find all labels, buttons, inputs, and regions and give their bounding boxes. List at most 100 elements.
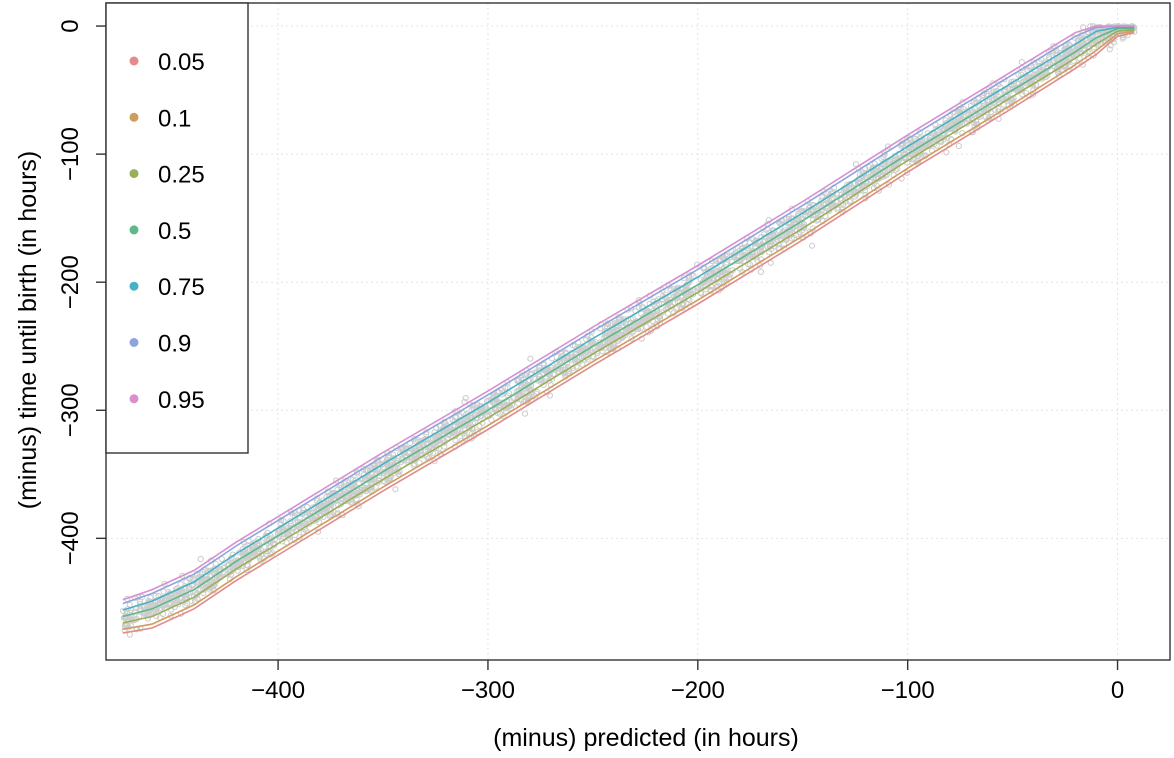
legend-label-0.1: 0.1 [158, 105, 191, 132]
scatter-point [197, 586, 204, 593]
x-tick-label: −100 [881, 677, 935, 704]
scatter-point [152, 592, 159, 600]
series-line-0.75 [122, 26, 1135, 611]
scatter-point [1101, 39, 1109, 47]
scatter-point [494, 389, 501, 396]
scatter-point [1036, 63, 1043, 70]
scatter-point [206, 580, 213, 587]
scatter-point [524, 390, 531, 397]
scatter-point [864, 182, 871, 189]
scatter-point [657, 315, 664, 322]
scatter-point [546, 392, 554, 399]
scatter-point [515, 400, 522, 407]
scatter-point [667, 286, 674, 293]
scatter-point [177, 581, 184, 588]
scatter-point [731, 251, 738, 258]
scatter-point [334, 511, 341, 518]
scatter-point [527, 355, 534, 362]
legend-swatch-0.5 [129, 225, 139, 235]
legend-swatch-0.25 [129, 169, 139, 179]
scatter-point [622, 331, 629, 339]
scatter-point [411, 446, 419, 453]
scatter-point [946, 118, 953, 125]
scatter-point [1065, 41, 1072, 48]
scatter-point [243, 566, 250, 574]
x-tick-label: −400 [251, 677, 305, 704]
scatter-point [816, 214, 823, 221]
scatter-point [1064, 59, 1072, 66]
legend-swatch-0.9 [129, 338, 139, 347]
series-line-0.9 [122, 25, 1135, 605]
scatter-point [436, 435, 443, 442]
scatter-point [1019, 91, 1026, 98]
series-line-0.1 [122, 30, 1135, 631]
scatter-point [1119, 35, 1126, 42]
scatter-point [161, 580, 168, 587]
scatter-point [167, 612, 174, 619]
scatter-point [904, 169, 911, 176]
scatter-point [360, 465, 367, 473]
legend: 0.05 0.1 0.25 0.5 0.75 0.9 0.95 [105, 2, 249, 454]
scatter-point [267, 544, 274, 551]
scatter-point [944, 126, 952, 133]
scatter-point [935, 131, 942, 138]
scatter-point [1030, 87, 1037, 94]
scatter-point [497, 399, 504, 406]
scatter-point [1046, 56, 1053, 63]
scatter-point [627, 324, 634, 331]
scatter-point [518, 382, 526, 389]
scatter-point [461, 417, 468, 424]
scatter-point [392, 486, 399, 493]
scatter-point [383, 458, 390, 465]
scatter-point [862, 191, 869, 198]
scatter-point [182, 594, 190, 601]
scatter-point [460, 410, 467, 417]
y-tick-label: −100 [57, 127, 84, 181]
scatter-point [354, 468, 361, 475]
legend-label-0.9: 0.9 [158, 331, 191, 358]
scatter-point [954, 120, 961, 127]
scatter-points [119, 23, 1138, 638]
scatter-point [139, 593, 146, 601]
series-line-0.05 [122, 31, 1135, 634]
scatter-point [520, 381, 527, 388]
scatter-point [590, 354, 597, 361]
scatter-point [296, 515, 303, 522]
legend-swatch-0.05 [129, 56, 139, 66]
scatter-point [871, 160, 878, 167]
scatter-point [505, 402, 512, 409]
scatter-point [883, 171, 890, 178]
scatter-point [354, 487, 361, 495]
scatter-point [975, 113, 982, 121]
scatter-point [550, 371, 557, 378]
legend-swatch-0.1 [129, 112, 139, 122]
scatter-point [564, 366, 572, 373]
scatter-point [1002, 87, 1009, 94]
scatter-point [332, 497, 339, 504]
scatter-point [584, 346, 591, 353]
scatter-point [875, 175, 882, 183]
scatter-point [639, 317, 646, 324]
scatter-point [960, 113, 967, 120]
scatter-point [514, 377, 522, 384]
y-tick-label: −400 [57, 511, 84, 565]
scatter-point [994, 97, 1001, 104]
scatter-point [378, 461, 385, 468]
scatter-point [1030, 59, 1037, 66]
scatter-point [653, 298, 660, 305]
scatter-point [316, 499, 323, 506]
scatter-point [757, 268, 765, 275]
scatter-point [1040, 64, 1047, 71]
x-axis-title: (minus) predicted (in hours) [493, 724, 799, 752]
scatter-point [336, 491, 343, 498]
scatter-point [709, 264, 716, 271]
legend-label-0.95: 0.95 [158, 387, 205, 414]
scatter-point [515, 388, 523, 395]
scatter-point [875, 187, 883, 194]
scatter-point [818, 197, 825, 204]
legend-label-0.05: 0.05 [158, 49, 205, 76]
scatter-point [258, 539, 265, 546]
scatter-point [943, 149, 950, 156]
scatter-point [431, 458, 438, 465]
